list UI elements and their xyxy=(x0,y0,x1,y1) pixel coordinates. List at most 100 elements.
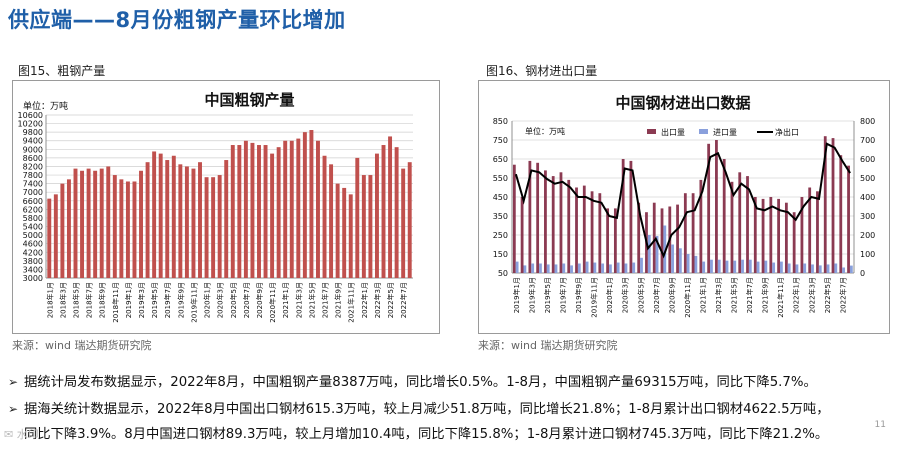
y-tick-label: 9400 xyxy=(23,137,43,146)
import-bar xyxy=(725,260,729,273)
page-number: 11 xyxy=(874,420,886,430)
import-bar xyxy=(764,260,768,273)
import-bar xyxy=(663,225,667,273)
y-tick-label: 3000 xyxy=(23,274,43,283)
import-bar xyxy=(811,264,814,273)
x-tick-label: 2019年3月 xyxy=(137,282,146,318)
import-bar xyxy=(795,264,799,273)
import-bar xyxy=(601,263,605,273)
export-bar xyxy=(722,159,726,273)
export-bar xyxy=(551,176,555,273)
x-tick-label: 2021年5月 xyxy=(307,282,316,318)
x-tick-label: 2021年7月 xyxy=(321,282,330,318)
export-bar xyxy=(590,191,594,273)
export-bar xyxy=(621,159,625,273)
export-bar xyxy=(707,143,711,273)
import-bar xyxy=(803,263,807,273)
bar xyxy=(93,170,98,278)
y-tick-label: 10200 xyxy=(18,120,43,129)
bar xyxy=(224,160,229,278)
bar xyxy=(368,175,373,278)
x-tick-label: 2019年7月 xyxy=(163,282,172,318)
x-tick-label: 2019年7月 xyxy=(559,277,568,313)
bar xyxy=(139,170,143,278)
export-bar xyxy=(536,162,540,273)
export-bar xyxy=(629,160,633,273)
y-left-tick-label: 650 xyxy=(493,155,508,164)
export-bar xyxy=(699,179,703,273)
chart-title: 中国钢材进出口数据 xyxy=(615,94,750,112)
bar xyxy=(99,168,104,278)
legend-swatch xyxy=(699,129,708,134)
bar xyxy=(211,177,216,278)
bar xyxy=(152,151,157,278)
bullet-marker: ➢ xyxy=(8,375,19,389)
import-bar xyxy=(702,261,706,273)
right-figure-caption: 图16、钢材进出口量 xyxy=(486,64,598,78)
bullet-trade-continued: 同比下降3.9%。8月中国进口钢材89.3万吨，较上月增加10.4吨，同比下降1… xyxy=(24,427,829,442)
import-bar xyxy=(616,262,620,273)
x-tick-label: 2022年1月 xyxy=(360,282,369,318)
export-bar xyxy=(816,191,819,273)
export-bar xyxy=(567,179,571,273)
y-right-tick-label: 400 xyxy=(860,193,875,202)
bar xyxy=(145,162,150,278)
bar xyxy=(276,147,281,278)
y-tick-label: 7800 xyxy=(23,171,43,180)
y-right-tick-label: 200 xyxy=(860,231,875,240)
export-bar xyxy=(808,187,812,273)
y-tick-label: 10600 xyxy=(18,111,43,120)
bullet-production-text: 据统计局发布数据显示，2022年8月，中国粗钢产量8387万吨，同比增长0.5%… xyxy=(24,375,817,390)
x-tick-label: 2021年3月 xyxy=(714,277,723,313)
export-bar xyxy=(691,193,695,273)
import-bar xyxy=(671,244,674,273)
y-tick-label: 8600 xyxy=(23,154,43,163)
y-tick-label: 6200 xyxy=(23,205,43,214)
export-bar xyxy=(660,208,664,273)
y-right-tick-label: 500 xyxy=(860,174,875,183)
bar xyxy=(158,153,163,278)
export-bar xyxy=(777,198,781,273)
x-tick-label: 2019年5月 xyxy=(150,282,159,318)
legend-swatch xyxy=(647,129,656,134)
left-source-note: 来源：wind 瑞达期货研究院 xyxy=(12,339,152,352)
bar xyxy=(243,140,248,278)
import-bar xyxy=(849,265,853,273)
bar xyxy=(106,166,111,278)
export-bar xyxy=(784,202,788,273)
bar xyxy=(355,157,360,278)
x-tick-label: 2021年11月 xyxy=(776,277,785,318)
import-bar xyxy=(733,260,737,273)
import-bar xyxy=(531,263,535,273)
export-bar xyxy=(613,208,617,273)
y-tick-label: 9000 xyxy=(23,145,43,154)
right-source-note: 来源：wind 瑞达期货研究院 xyxy=(478,339,618,352)
unit-label: 单位：万吨 xyxy=(525,126,565,136)
y-right-tick-label: 700 xyxy=(860,136,875,145)
y-tick-label: 8200 xyxy=(23,162,43,171)
x-tick-label: 2020年1月 xyxy=(203,282,212,318)
import-bar xyxy=(554,264,558,273)
x-tick-label: 2019年11月 xyxy=(189,282,198,323)
import-bar xyxy=(756,261,760,273)
x-tick-label: 2021年1月 xyxy=(698,277,707,313)
x-tick-label: 2021年5月 xyxy=(730,277,739,313)
bar xyxy=(86,168,91,278)
y-right-tick-label: 0 xyxy=(860,269,865,278)
bar xyxy=(237,145,242,278)
net-export-line xyxy=(514,142,851,259)
x-tick-label: 2021年9月 xyxy=(334,282,343,318)
export-bar xyxy=(839,155,843,273)
bar xyxy=(53,194,58,278)
bar xyxy=(217,175,222,278)
export-bar xyxy=(823,136,827,273)
x-tick-label: 2019年5月 xyxy=(543,277,552,313)
bar xyxy=(348,194,353,278)
export-bar xyxy=(512,164,516,273)
y-left-tick-label: 250 xyxy=(493,231,508,240)
bar xyxy=(60,183,65,278)
import-bar xyxy=(609,264,612,273)
y-left-tick-label: 550 xyxy=(493,174,508,183)
bar xyxy=(283,140,288,278)
